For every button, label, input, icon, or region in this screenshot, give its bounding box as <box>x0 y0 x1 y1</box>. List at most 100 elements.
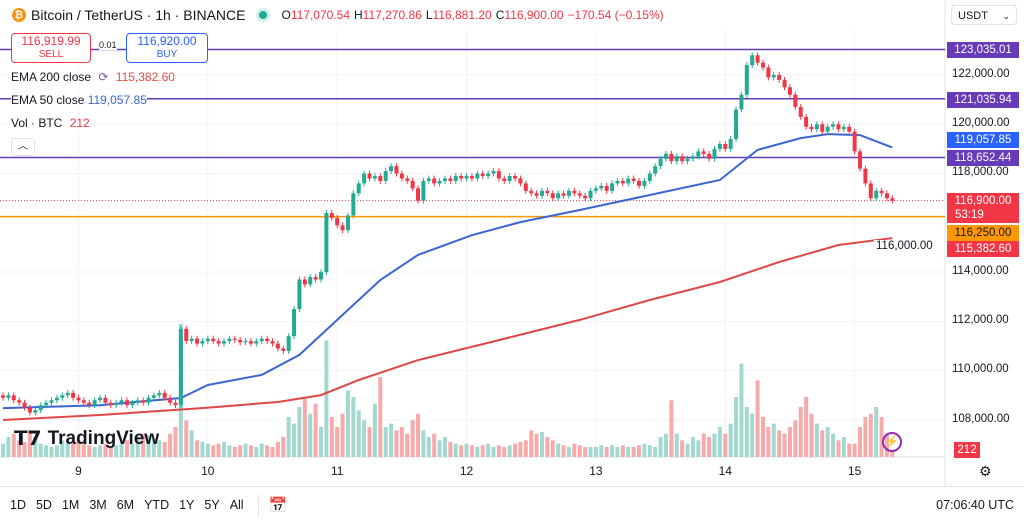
market-open-icon <box>259 11 268 19</box>
tv-logo-icon: 𝗧𝟳 <box>14 428 42 450</box>
candle-body <box>744 65 749 95</box>
candle-body <box>750 55 755 66</box>
ohlc-open: O117,070.54 <box>281 8 350 22</box>
candle-body <box>728 139 733 149</box>
range-ytd-button[interactable]: YTD <box>144 497 170 512</box>
ema200-line <box>2 237 893 421</box>
candle-body <box>556 193 561 199</box>
price-badge: 119,057.85 <box>947 132 1019 148</box>
price-tick: 114,000.00 <box>952 265 1009 278</box>
range-5y-button[interactable]: 5Y <box>204 497 220 512</box>
volume-bar <box>151 438 156 457</box>
volume-bar <box>852 443 857 457</box>
volume-bar <box>723 433 728 457</box>
candle-body <box>275 343 280 349</box>
volume-bar <box>814 423 819 457</box>
price-badge: 123,035.01 <box>947 42 1019 58</box>
volume-bar <box>626 447 631 457</box>
volume-bar <box>556 443 561 457</box>
volume-bar <box>798 407 803 457</box>
candle-body <box>211 338 216 342</box>
candle-body <box>130 402 135 406</box>
candle-body <box>647 173 652 181</box>
volume-bar <box>259 443 264 457</box>
candle-body <box>642 180 647 186</box>
volume-bar <box>22 442 27 457</box>
candle-body <box>858 151 863 169</box>
collapse-legend-button[interactable]: ︿ <box>11 138 35 156</box>
ohlc-close: C116,900.00 <box>495 8 564 22</box>
volume-bar <box>281 437 286 457</box>
volume-bar <box>286 417 291 457</box>
range-1m-button[interactable]: 1M <box>61 497 80 512</box>
volume-bar <box>782 433 787 457</box>
legend-ema200[interactable]: EMA 200 close ⟳ 115,382.60 <box>11 70 175 84</box>
chevron-up-icon: ︿ <box>18 141 28 152</box>
candle-body <box>669 153 674 162</box>
candle-body <box>173 402 178 406</box>
volume-bar <box>410 420 415 457</box>
candle-body <box>356 183 361 194</box>
candle-body <box>362 173 367 184</box>
volume-bar <box>787 427 792 457</box>
volume-bar <box>674 433 679 457</box>
buy-button[interactable]: 116,920.00 BUY <box>126 33 208 63</box>
candle-body <box>599 185 604 189</box>
candle-body <box>437 180 442 184</box>
volume-bar <box>734 397 739 457</box>
volume-bar <box>221 442 226 457</box>
candle-body <box>421 180 426 201</box>
legend-volume[interactable]: Vol · BTC 212 <box>11 116 90 130</box>
candle-body <box>98 397 103 401</box>
candle-body <box>324 212 329 273</box>
range-1d-button[interactable]: 1D <box>10 497 26 512</box>
volume-bar <box>744 407 749 457</box>
candle-body <box>60 395 65 398</box>
candle-body <box>270 341 275 344</box>
volume-bar <box>302 397 307 457</box>
range-all-button[interactable]: All <box>229 497 244 512</box>
candle-body <box>486 173 491 177</box>
volume-bar <box>329 417 334 457</box>
volume-bar <box>577 445 582 457</box>
volume-bar <box>399 427 404 457</box>
volume-bar <box>421 430 426 457</box>
price-tick: 118,000.00 <box>952 166 1009 179</box>
sell-button[interactable]: 116,919.99 SELL <box>11 33 91 63</box>
legend-ema50[interactable]: EMA 50 close 119,057.85 <box>11 93 147 107</box>
volume-bar <box>87 445 92 457</box>
currency-select[interactable]: USDT ⌄ <box>951 5 1017 25</box>
price-badge: 116,900.00 53:19 <box>947 193 1019 223</box>
range-1y-button[interactable]: 1Y <box>179 497 195 512</box>
range-3m-button[interactable]: 3M <box>89 497 107 512</box>
range-5d-button[interactable]: 5D <box>35 497 52 512</box>
buy-price: 116,920.00 <box>137 34 197 48</box>
candle-body <box>405 178 410 181</box>
volume-bar <box>658 437 663 457</box>
volume-bar <box>653 447 658 457</box>
settings-icon[interactable]: ⚙ <box>979 463 992 479</box>
volume-bar <box>108 447 113 457</box>
symbol-title[interactable]: Bitcoin / TetherUS · 1h · BINANCE <box>31 7 246 23</box>
badge-value: 119,057.85 <box>954 134 1012 146</box>
volume-bar <box>529 430 534 457</box>
volume-bar <box>49 447 54 457</box>
range-6m-button[interactable]: 6M <box>116 497 135 512</box>
candle-body <box>685 158 690 162</box>
bitcoin-icon: ₿ <box>12 8 26 22</box>
lightning-icon[interactable]: ⚡ <box>882 432 902 452</box>
volume-bar <box>71 442 76 457</box>
price-chart[interactable] <box>0 0 1024 486</box>
candle-body <box>836 124 841 130</box>
volume-bar <box>766 427 771 457</box>
calendar-goto-icon[interactable]: 📅 <box>268 496 288 514</box>
candle-body <box>92 400 97 406</box>
candle-body <box>480 173 485 177</box>
volume-bar <box>54 445 59 457</box>
volume-bar <box>464 443 469 457</box>
volume-bar <box>195 440 200 457</box>
volume-bar <box>620 445 625 457</box>
candle-body <box>518 178 523 184</box>
ohlc-high: H117,270.86 <box>354 8 422 22</box>
candle-body <box>626 178 631 184</box>
